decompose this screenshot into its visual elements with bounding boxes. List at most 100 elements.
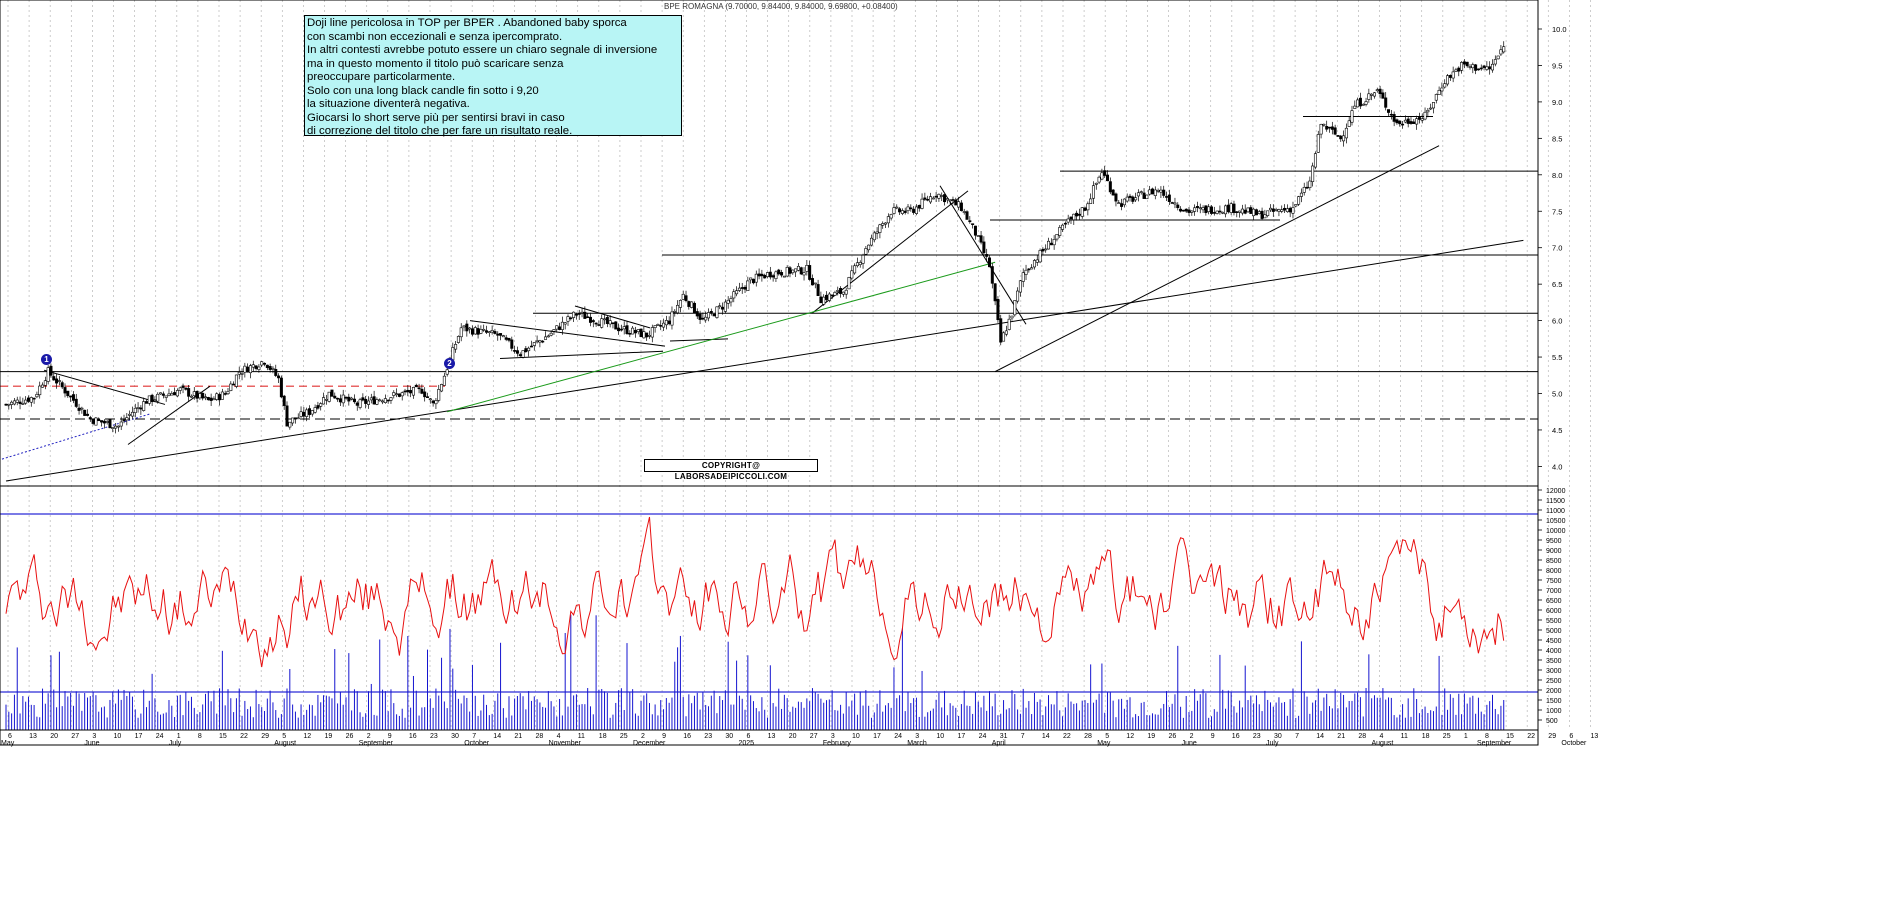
candle-body (341, 394, 345, 404)
candle-body (1499, 49, 1503, 55)
candle-body (861, 254, 865, 264)
candle-body (1167, 194, 1171, 202)
candle-body (1384, 97, 1388, 108)
candle-body (1389, 113, 1393, 116)
candle-body (777, 269, 781, 275)
candle-body (1350, 110, 1354, 123)
candle-body (1485, 66, 1489, 70)
x-tick-label: 1 (1464, 733, 1468, 740)
candle-body (909, 207, 913, 210)
candle-body (518, 354, 522, 357)
candle-body (1075, 212, 1079, 217)
candle-body (1502, 46, 1506, 53)
candle-body (878, 224, 882, 233)
date-axis (0, 729, 1539, 746)
x-month-label: August (1372, 740, 1394, 747)
candle-body (993, 283, 997, 302)
candle-body (1170, 202, 1174, 204)
candle-body (41, 384, 45, 388)
candle-body (1004, 330, 1008, 335)
y-tick-label: 9.5 (1552, 61, 1562, 70)
candle-body (1150, 188, 1154, 195)
candle-body (35, 394, 39, 398)
x-tick-label: 10 (936, 733, 944, 740)
candle-body (1370, 93, 1374, 96)
candle-body (1288, 207, 1292, 213)
candle-body (1235, 211, 1239, 214)
candle-body (1263, 214, 1267, 219)
candle-body (558, 326, 562, 330)
candle-body (1190, 210, 1194, 213)
candle-body (791, 269, 795, 274)
candle-body (799, 267, 803, 275)
candle-body (914, 206, 918, 214)
candle-body (600, 318, 604, 328)
x-tick-label: 13 (29, 733, 37, 740)
candle-body (4, 403, 8, 406)
candle-body (1412, 121, 1416, 124)
candle-body (159, 392, 163, 395)
trendline (43, 369, 166, 405)
candle-body (1297, 196, 1301, 205)
candle-body (808, 265, 812, 280)
y2-tick-label: 500 (1546, 718, 1558, 725)
x-tick-label: 6 (8, 733, 12, 740)
candle-body (63, 387, 67, 394)
candle-body (307, 408, 311, 415)
candle-body (785, 267, 789, 277)
candle-body (1339, 135, 1343, 140)
trendline (447, 261, 996, 413)
x-tick-label: 22 (1063, 733, 1071, 740)
candle-body (920, 198, 924, 209)
candle-body (563, 322, 567, 325)
candle-body (1061, 224, 1065, 230)
candle-body (1243, 209, 1247, 214)
x-tick-label: 16 (1232, 733, 1240, 740)
candle-body (754, 273, 758, 283)
candle-body (1364, 101, 1368, 105)
candle-body (1299, 192, 1303, 197)
candle-body (268, 366, 272, 370)
x-tick-label: 6 (1569, 733, 1573, 740)
x-tick-label: 21 (1337, 733, 1345, 740)
candle-body (347, 396, 351, 402)
candle-body (937, 193, 941, 199)
candle-body (1254, 209, 1258, 216)
marker-2: 2 (444, 358, 455, 369)
candle-body (97, 419, 101, 422)
candle-body (108, 419, 112, 429)
candle-body (1198, 207, 1202, 210)
x-tick-label: 23 (430, 733, 438, 740)
candle-body (122, 419, 126, 422)
y2-tick-label: 1000 (1546, 708, 1562, 715)
candle-body (119, 421, 123, 427)
candle-body (794, 268, 798, 273)
y2-tick-label: 5000 (1546, 628, 1562, 635)
x-tick-label: 22 (240, 733, 248, 740)
candle-body (1437, 90, 1441, 95)
candle-body (1215, 210, 1219, 214)
candle-body (1294, 204, 1298, 207)
candle-body (114, 425, 118, 429)
candle-body (538, 340, 542, 343)
candle-body (1179, 208, 1183, 212)
candle-body (712, 314, 716, 317)
candle-body (234, 374, 238, 387)
candle-body (541, 340, 545, 343)
candle-body (209, 397, 213, 401)
x-tick-label: 2 (1190, 733, 1194, 740)
y-tick-label: 8.0 (1552, 171, 1562, 180)
candle-body (1080, 207, 1084, 217)
x-tick-label: 26 (346, 733, 354, 740)
candle-body (501, 335, 505, 338)
candle-body (900, 210, 904, 214)
candle-body (1066, 218, 1070, 223)
candle-body (161, 393, 165, 396)
x-month-label: April (992, 740, 1006, 747)
candle-body (653, 325, 657, 328)
candle-body (215, 393, 219, 400)
candle-body (1451, 71, 1455, 79)
marker-1: 1 (41, 354, 52, 365)
x-tick-label: 24 (979, 733, 987, 740)
